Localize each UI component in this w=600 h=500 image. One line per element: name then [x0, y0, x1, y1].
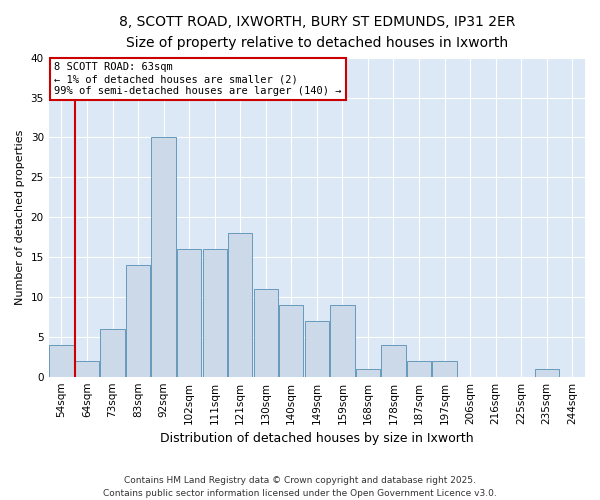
Bar — [535, 368, 559, 376]
Text: Contains HM Land Registry data © Crown copyright and database right 2025.
Contai: Contains HM Land Registry data © Crown c… — [103, 476, 497, 498]
Bar — [177, 249, 201, 376]
Bar — [382, 345, 406, 376]
Bar — [228, 233, 253, 376]
Bar — [203, 249, 227, 376]
Bar — [49, 345, 74, 376]
Title: 8, SCOTT ROAD, IXWORTH, BURY ST EDMUNDS, IP31 2ER
Size of property relative to d: 8, SCOTT ROAD, IXWORTH, BURY ST EDMUNDS,… — [119, 15, 515, 50]
Text: 8 SCOTT ROAD: 63sqm
← 1% of detached houses are smaller (2)
99% of semi-detached: 8 SCOTT ROAD: 63sqm ← 1% of detached hou… — [54, 62, 341, 96]
Bar — [151, 138, 176, 376]
Y-axis label: Number of detached properties: Number of detached properties — [15, 130, 25, 305]
Bar — [100, 329, 125, 376]
Bar — [330, 305, 355, 376]
Bar — [305, 321, 329, 376]
Bar — [254, 289, 278, 376]
Bar — [433, 360, 457, 376]
Bar — [279, 305, 304, 376]
X-axis label: Distribution of detached houses by size in Ixworth: Distribution of detached houses by size … — [160, 432, 473, 445]
Bar — [126, 265, 150, 376]
Bar — [356, 368, 380, 376]
Bar — [75, 360, 99, 376]
Bar — [407, 360, 431, 376]
